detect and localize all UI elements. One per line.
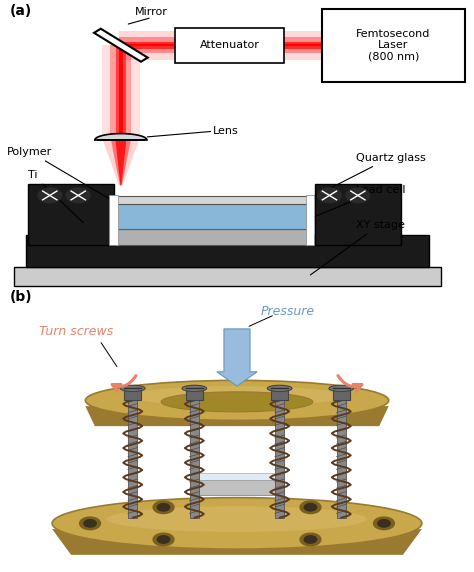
Circle shape	[374, 517, 394, 530]
Bar	[116, 196, 313, 204]
Polygon shape	[116, 140, 126, 185]
Text: Lens: Lens	[213, 126, 239, 136]
Text: Femtosecond
Laser
(800 nm): Femtosecond Laser (800 nm)	[356, 29, 430, 62]
Text: (b): (b)	[9, 291, 32, 304]
Circle shape	[84, 519, 96, 527]
Bar	[275, 386, 284, 518]
Text: Turn screws: Turn screws	[39, 325, 113, 338]
Polygon shape	[85, 406, 389, 426]
Polygon shape	[111, 140, 131, 185]
Bar	[128, 386, 137, 518]
Bar	[337, 386, 346, 518]
Text: Quartz glass: Quartz glass	[308, 153, 425, 200]
Circle shape	[378, 519, 390, 527]
Circle shape	[80, 517, 100, 530]
Ellipse shape	[267, 386, 292, 391]
Bar	[333, 390, 350, 400]
Bar	[315, 184, 401, 245]
Bar	[194, 474, 280, 480]
Ellipse shape	[182, 386, 207, 391]
Bar	[306, 195, 314, 245]
Bar	[109, 195, 118, 245]
Ellipse shape	[107, 506, 367, 532]
Circle shape	[304, 503, 317, 511]
Circle shape	[38, 188, 62, 202]
Bar	[271, 390, 288, 400]
Text: (a): (a)	[9, 5, 32, 18]
Text: XY stage: XY stage	[310, 220, 404, 275]
Ellipse shape	[161, 392, 313, 412]
Text: Attenuator: Attenuator	[200, 40, 260, 50]
Circle shape	[346, 188, 370, 202]
Bar	[28, 184, 114, 245]
Circle shape	[157, 536, 170, 543]
Bar	[124, 390, 141, 400]
Ellipse shape	[52, 498, 422, 549]
Ellipse shape	[329, 386, 354, 391]
Text: Polymer: Polymer	[7, 146, 114, 201]
Bar	[186, 390, 203, 400]
Circle shape	[300, 501, 321, 514]
Bar	[26, 235, 429, 267]
Ellipse shape	[130, 386, 344, 406]
FancyBboxPatch shape	[322, 9, 465, 82]
Polygon shape	[94, 29, 148, 62]
Polygon shape	[52, 529, 422, 555]
Text: Ti: Ti	[28, 170, 83, 223]
Text: Load cell: Load cell	[308, 185, 405, 219]
Circle shape	[153, 533, 174, 546]
Bar	[190, 386, 199, 518]
Bar	[190, 480, 284, 495]
Circle shape	[66, 188, 90, 202]
Circle shape	[304, 536, 317, 543]
Circle shape	[318, 188, 341, 202]
Polygon shape	[103, 140, 139, 185]
FancyArrow shape	[217, 329, 257, 386]
Bar	[116, 229, 313, 245]
Text: Pressure: Pressure	[261, 305, 315, 318]
Bar	[116, 204, 313, 229]
Circle shape	[157, 503, 170, 511]
Circle shape	[300, 533, 321, 546]
Polygon shape	[95, 134, 147, 140]
Ellipse shape	[120, 386, 145, 391]
Bar	[14, 267, 441, 286]
Text: Mirror: Mirror	[135, 7, 168, 17]
FancyBboxPatch shape	[175, 27, 284, 63]
Ellipse shape	[85, 380, 389, 420]
Circle shape	[153, 501, 174, 514]
